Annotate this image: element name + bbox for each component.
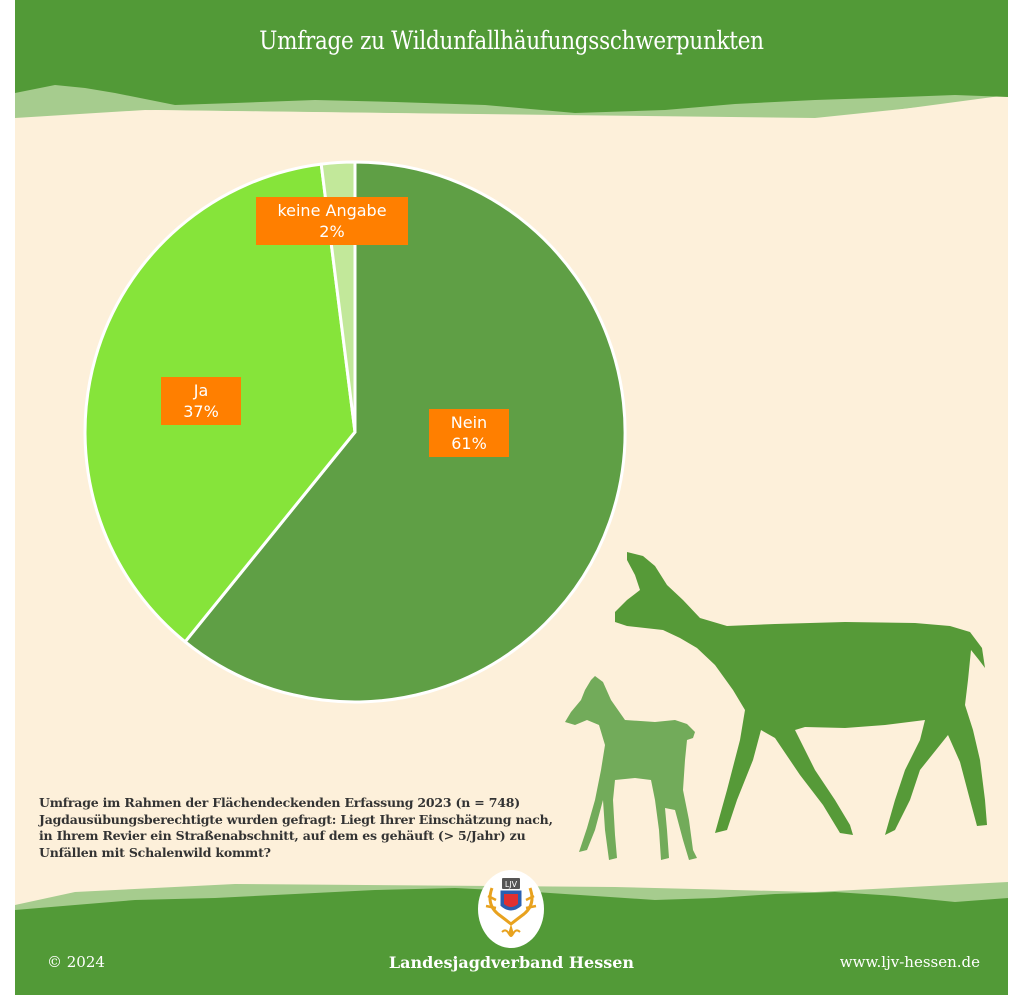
svg-text:LJV: LJV <box>505 880 518 889</box>
caption-line-3: in Ihrem Revier ein Straßenabschnitt, au… <box>39 828 526 843</box>
page-title: Umfrage zu Wildunfallhäufungsschwerpunkt… <box>259 26 764 55</box>
copyright: © 2024 <box>47 953 105 971</box>
doe-silhouette <box>615 552 987 835</box>
website-link[interactable]: www.ljv-hessen.de <box>839 953 980 971</box>
survey-caption: Umfrage im Rahmen der Flächendeckenden E… <box>39 795 559 861</box>
ljv-crest-icon: LJV <box>485 878 537 937</box>
header-forest-band <box>15 0 1008 125</box>
label-keine-angabe-name: keine Angabe <box>277 201 387 220</box>
deer-illustration <box>565 552 987 860</box>
label-ja-name: Ja <box>193 381 209 400</box>
label-nein-value: 61% <box>451 434 487 453</box>
label-ja: Ja 37% <box>161 377 241 425</box>
caption-line-2: Jagdausübungsberechtigte wurden gefragt:… <box>39 811 553 827</box>
label-keine-angabe: keine Angabe 2% <box>256 197 408 245</box>
label-ja-value: 37% <box>183 402 219 421</box>
label-nein: Nein 61% <box>429 409 509 457</box>
slice-nein <box>183 160 627 704</box>
label-nein-name: Nein <box>450 413 488 432</box>
caption-line-1: Umfrage im Rahmen der Flächendeckenden E… <box>39 795 520 810</box>
infographic: Umfrage zu Wildunfallhäufungsschwerpunkt… <box>15 0 1008 995</box>
ljv-logo[interactable]: LJV <box>478 870 544 948</box>
organization-name: Landesjagdverband Hessen <box>388 953 635 972</box>
label-keine-angabe-value: 2% <box>319 222 345 241</box>
caption-line-4: Unfällen mit Schalenwild kommt? <box>39 844 271 860</box>
fawn-silhouette <box>565 676 697 860</box>
